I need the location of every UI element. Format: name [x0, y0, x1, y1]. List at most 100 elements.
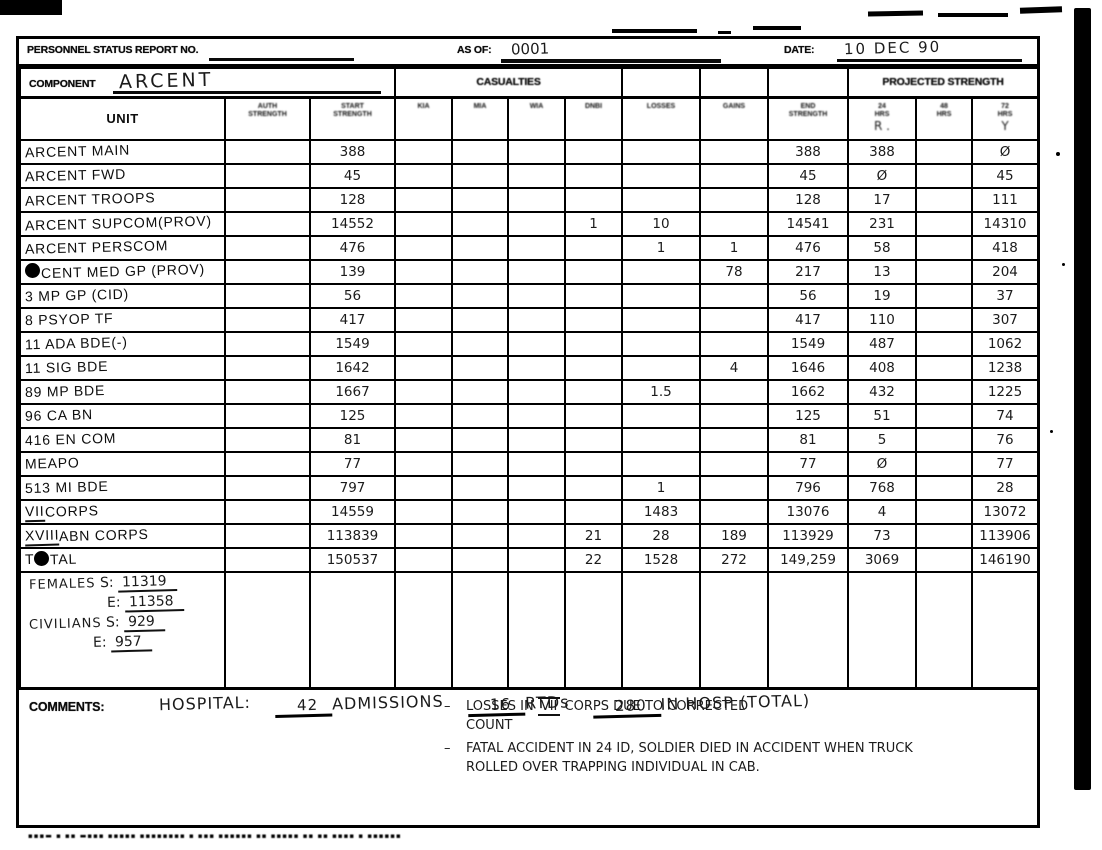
- females-end-value: 11358: [124, 592, 184, 613]
- cell-auth-strength: [224, 475, 311, 501]
- date-label: DATE:: [784, 44, 815, 56]
- component-label: COMPONENT: [29, 78, 96, 90]
- cell-start-strength: 128: [309, 187, 396, 213]
- cell-auth-strength: [224, 235, 311, 261]
- cell-unit: ARCENT PERSCOM: [19, 235, 226, 261]
- cell-kia: [394, 475, 453, 501]
- cell-24hrs: 4: [847, 499, 917, 525]
- unit-part: CORPS: [44, 501, 99, 520]
- cell-gains: [699, 499, 769, 525]
- cell-end-strength: 796: [767, 475, 849, 501]
- column-header-row: UNIT AUTH STRENGTH START STRENGTH KIA MI…: [19, 96, 1040, 141]
- cell-gains: [699, 403, 769, 429]
- cell-losses: [621, 259, 701, 285]
- cell-72hrs: 77: [970, 451, 1040, 477]
- cell-auth-strength: [224, 307, 311, 333]
- cell-gains: 272: [699, 547, 769, 573]
- cell-start-strength: 45: [309, 163, 396, 189]
- unit-part: 8 PSYOP TF: [24, 309, 114, 329]
- cell-gains: 1: [699, 235, 769, 261]
- cell-end-strength: 77: [767, 451, 849, 477]
- cell-24hrs: 487: [847, 331, 917, 357]
- scan-artifact-dash: [1019, 6, 1063, 14]
- cell-gains: [699, 331, 769, 357]
- cell-dnbi: [564, 139, 623, 165]
- table-row: XVIII ABN CORPS 113839 21 28 189 113929 …: [19, 523, 1040, 549]
- cell-auth-strength: [224, 451, 311, 477]
- cell-end-strength: 113929: [767, 523, 849, 549]
- cell-end-strength: 476: [767, 235, 849, 261]
- cell-dnbi: [564, 355, 623, 381]
- cell-auth-strength: [224, 211, 311, 237]
- cell-72hrs: 418: [970, 235, 1040, 261]
- cell-72hrs: 307: [970, 307, 1040, 333]
- cell-dnbi: [564, 451, 623, 477]
- e-label: E:: [92, 634, 107, 651]
- cell-72hrs: 37: [970, 283, 1040, 309]
- cell-wia: [507, 139, 566, 165]
- cell-kia: [394, 427, 453, 453]
- table-row: 96 CA BN 125 125 51 74: [19, 403, 1040, 429]
- cell-mia: [451, 187, 509, 213]
- cell-gains: [699, 307, 769, 333]
- col-mia: MIA: [451, 96, 509, 141]
- cell-end-strength: 125: [767, 403, 849, 429]
- cell-72hrs: 13072: [970, 499, 1040, 525]
- cell-48hrs: [915, 499, 973, 525]
- table-row: 11 ADA BDE(-) 1549 1549 487 1062: [19, 331, 1040, 357]
- cell-auth-strength: [224, 379, 311, 405]
- cell-unit: 3 MP GP (CID): [19, 283, 226, 309]
- cell-start-strength: 125: [309, 403, 396, 429]
- cell-24hrs: 768: [847, 475, 917, 501]
- cell-end-strength: 417: [767, 307, 849, 333]
- ink-blob: [34, 551, 50, 566]
- cell-mia: [451, 139, 509, 165]
- females-civilians-row: FEMALES S: 11319 E: 11358 CIVILIANS S: 9…: [19, 571, 1040, 689]
- cell-start-strength: 1549: [309, 331, 396, 357]
- as-of-underline: [501, 59, 721, 63]
- cell-unit: ARCENT MAIN: [19, 139, 226, 165]
- cell-kia: [394, 403, 453, 429]
- cell-unit: MEAPO: [19, 451, 226, 477]
- cell-losses: [621, 331, 701, 357]
- cell-24hrs: 408: [847, 355, 917, 381]
- cell-48hrs: [915, 235, 973, 261]
- cell-24hrs: 3069: [847, 547, 917, 573]
- cell-dnbi: 1: [564, 211, 623, 237]
- cell-48hrs: [915, 523, 973, 549]
- cell-kia: [394, 379, 453, 405]
- cell-end-strength: 149,259: [767, 547, 849, 573]
- cell-end-strength: 45: [767, 163, 849, 189]
- form-header-band: PERSONNEL STATUS REPORT NO. AS OF: 0001 …: [19, 38, 1037, 67]
- empty-cell: [699, 571, 769, 689]
- unit-part-underlined: VII: [24, 502, 45, 522]
- cell-wia: [507, 451, 566, 477]
- unit-part: ARCENT SUPCOM(PROV): [24, 212, 213, 234]
- scan-artifact-dash: [612, 29, 697, 33]
- admissions-label: ADMISSIONS: [331, 691, 444, 714]
- table-row: 8 PSYOP TF 417 417 110 307: [19, 307, 1040, 333]
- cell-start-strength: 1667: [309, 379, 396, 405]
- personnel-table: COMPONENT ARCENT CASUALTIES PROJECTED ST…: [19, 67, 1040, 689]
- cell-losses: [621, 403, 701, 429]
- cell-auth-strength: [224, 163, 311, 189]
- cell-losses: 1.5: [621, 379, 701, 405]
- cell-24hrs: 110: [847, 307, 917, 333]
- scan-artifact-dot: [1050, 430, 1053, 433]
- table-row: VII CORPS 14559 1483 13076 4 13072: [19, 499, 1040, 525]
- scan-artifact-dash: [718, 31, 731, 34]
- scan-artifact-dash: [938, 13, 1008, 17]
- cell-72hrs: 113906: [970, 523, 1040, 549]
- cell-mia: [451, 163, 509, 189]
- cell-24hrs: 58: [847, 235, 917, 261]
- report-no-underline: [209, 58, 354, 61]
- cell-losses: [621, 187, 701, 213]
- cell-wia: [507, 259, 566, 285]
- col-24hrs: 24 HRS R .: [847, 96, 917, 141]
- cell-kia: [394, 331, 453, 357]
- cell-losses: 28: [621, 523, 701, 549]
- cell-wia: [507, 523, 566, 549]
- civilians-start-value: 929: [123, 613, 166, 633]
- cell-mia: [451, 211, 509, 237]
- cell-48hrs: [915, 379, 973, 405]
